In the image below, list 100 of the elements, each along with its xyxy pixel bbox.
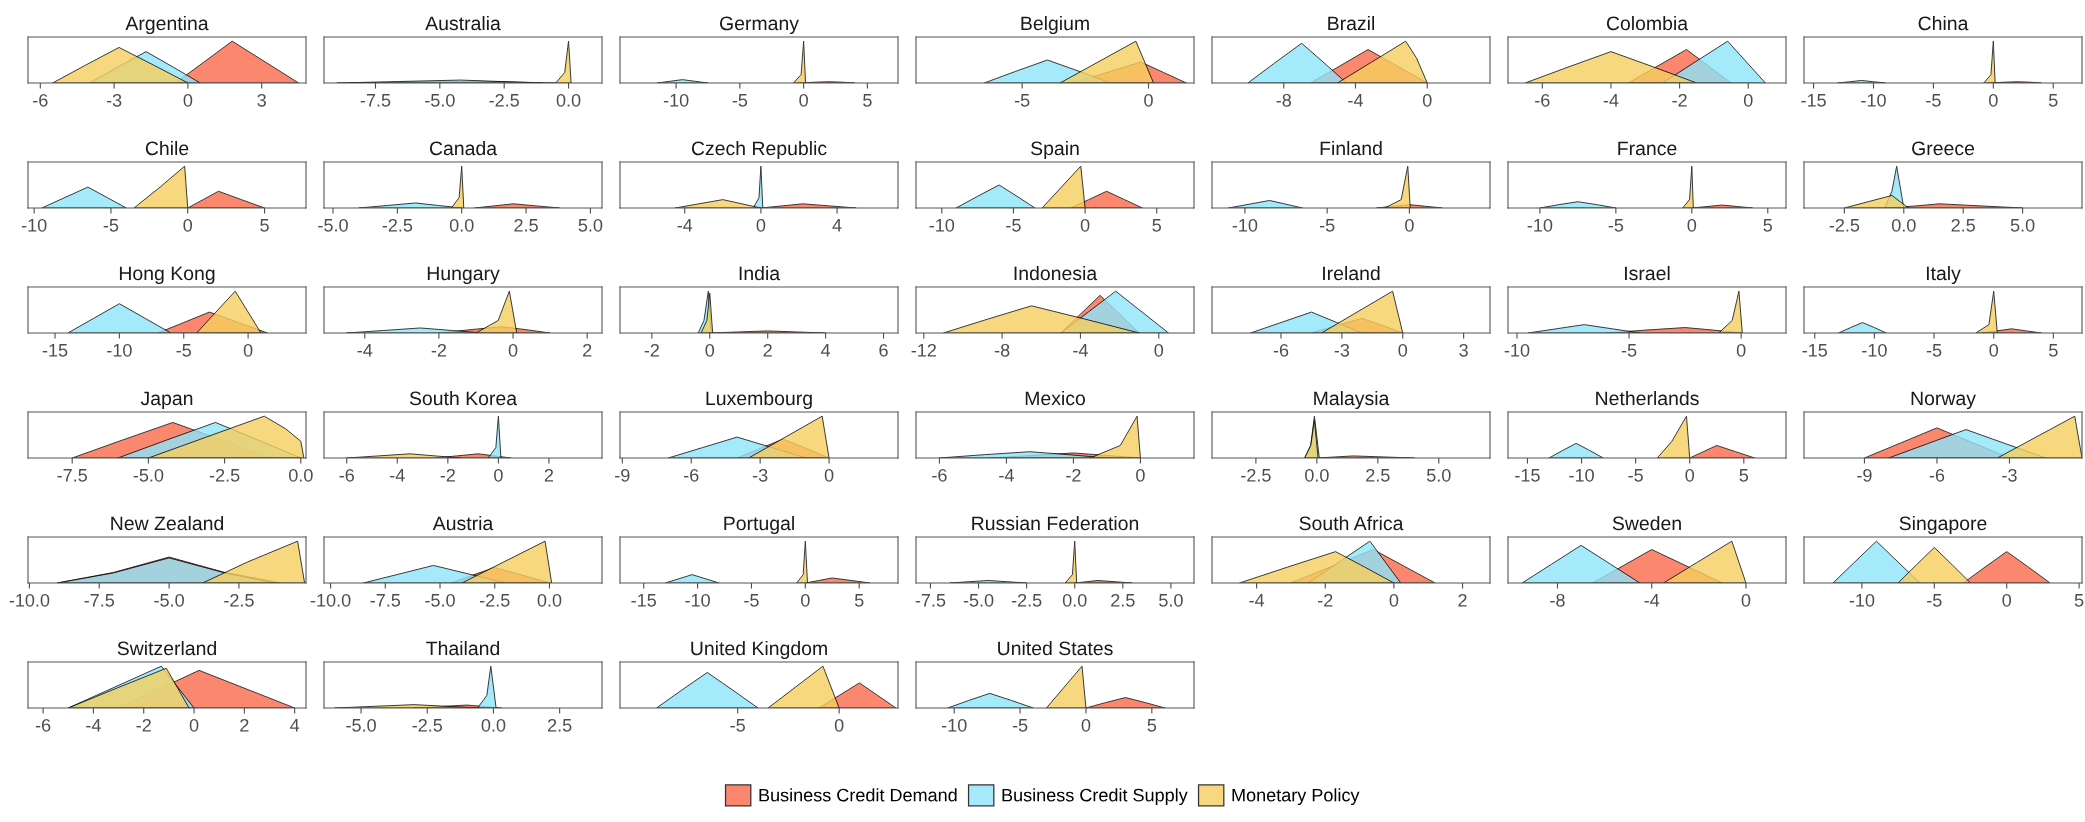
chart-title: Canada bbox=[429, 140, 498, 156]
x-tick-label: -12 bbox=[911, 343, 936, 357]
chart-title: Mexico bbox=[1025, 390, 1085, 406]
x-tick-label: 0.0 bbox=[1305, 468, 1329, 482]
x-tick-label: -4 bbox=[1644, 594, 1660, 607]
chart-title: Portugal bbox=[724, 515, 794, 535]
x-tick-label: 0 bbox=[1398, 343, 1408, 357]
x-tick-label: 5 bbox=[1147, 719, 1157, 732]
x-tick-label: 0 bbox=[1687, 218, 1697, 232]
x-tick-label: -10 bbox=[1232, 218, 1258, 232]
x-tick-label: -4 bbox=[999, 469, 1014, 482]
x-tick-label: -6 bbox=[35, 718, 51, 732]
chart-title: Finland bbox=[1320, 140, 1382, 156]
x-tick-label: -5 bbox=[1319, 219, 1335, 232]
chart-title: Germany bbox=[720, 16, 799, 35]
x-tick-label: -5 bbox=[744, 594, 759, 607]
x-tick-label: 5.0 bbox=[1426, 468, 1451, 482]
x-tick-label: 5.0 bbox=[578, 218, 603, 232]
x-tick-label: -9 bbox=[615, 468, 630, 482]
x-tick-label: -2 bbox=[440, 468, 455, 482]
x-tick-label: 2.5 bbox=[1111, 593, 1135, 607]
x-tick-label: -10 bbox=[1849, 593, 1875, 607]
x-tick-label: -5.0 bbox=[425, 93, 455, 107]
x-tick-label: 5 bbox=[1152, 219, 1162, 232]
x-tick-label: -10 bbox=[1861, 93, 1886, 107]
x-tick-label: 0 bbox=[183, 218, 193, 232]
x-tick-label: -8 bbox=[1550, 593, 1565, 607]
x-tick-label: 5 bbox=[260, 219, 269, 232]
x-tick-label: -5 bbox=[1927, 594, 1942, 607]
x-tick-label: -5 bbox=[1628, 469, 1643, 482]
x-tick-label: -2 bbox=[1318, 593, 1333, 607]
x-tick-label: 0 bbox=[799, 93, 808, 107]
x-tick-label: -5 bbox=[103, 219, 119, 232]
x-tick-label: -7.5 bbox=[360, 94, 391, 107]
chart-title: Brazil bbox=[1328, 15, 1375, 31]
chart-title: Belgium bbox=[1021, 15, 1089, 35]
x-tick-label: 0 bbox=[243, 343, 253, 357]
x-tick-label: -2.5 bbox=[1829, 218, 1860, 232]
chart-title: South Africa bbox=[1299, 515, 1404, 531]
x-tick-label: 5 bbox=[1763, 219, 1773, 232]
x-tick-label: -15 bbox=[42, 344, 68, 357]
x-tick-label: -5 bbox=[1014, 94, 1030, 107]
x-tick-label: -6 bbox=[33, 93, 48, 107]
legend-label: Business Credit Demand bbox=[759, 788, 957, 802]
x-tick-label: -5 bbox=[1621, 344, 1637, 357]
x-tick-label: -5.0 bbox=[318, 218, 348, 232]
x-tick-label: 0 bbox=[1989, 343, 1999, 357]
x-tick-label: -10 bbox=[107, 343, 132, 357]
chart-title: Malaysia bbox=[1314, 390, 1390, 410]
x-tick-label: -5 bbox=[732, 94, 748, 107]
x-tick-label: -6 bbox=[1535, 93, 1550, 107]
x-tick-label: -3 bbox=[2002, 468, 2017, 482]
x-tick-label: 5 bbox=[1739, 469, 1749, 482]
x-tick-label: 5 bbox=[854, 594, 864, 607]
x-tick-label: 5 bbox=[2048, 94, 2058, 107]
x-tick-label: 5.0 bbox=[1159, 593, 1183, 607]
x-tick-label: -3 bbox=[752, 468, 768, 482]
x-tick-label: 0 bbox=[1989, 93, 1998, 107]
x-tick-label: -10 bbox=[1569, 468, 1594, 482]
x-tick-label: 0 bbox=[1743, 93, 1753, 107]
x-tick-label: 0.0 bbox=[288, 468, 313, 482]
chart-title: Argentina bbox=[125, 15, 209, 35]
chart-title: Australia bbox=[425, 15, 501, 31]
x-tick-label: -5 bbox=[1926, 344, 1942, 357]
x-tick-label: -2 bbox=[136, 718, 151, 732]
x-tick-label: -7.5 bbox=[915, 594, 946, 607]
x-tick-label: -2 bbox=[1672, 93, 1687, 107]
x-tick-label: -5 bbox=[1926, 94, 1941, 107]
chart-title: Switzerland bbox=[117, 640, 216, 656]
x-tick-label: 0.0 bbox=[1062, 593, 1087, 607]
x-tick-label: 2.5 bbox=[1951, 218, 1975, 232]
chart-title: Hungary bbox=[427, 266, 500, 285]
x-tick-label: -6 bbox=[684, 468, 699, 482]
chart-title: South Korea bbox=[409, 390, 518, 406]
x-tick-label: 0 bbox=[183, 93, 193, 107]
chart-title: Sweden bbox=[1612, 515, 1681, 531]
x-tick-label: -10 bbox=[685, 593, 710, 607]
x-tick-label: 4 bbox=[290, 719, 300, 732]
x-tick-label: 0 bbox=[1144, 93, 1153, 107]
x-tick-label: 0 bbox=[508, 343, 518, 357]
legend-label: Monetary Policy bbox=[1232, 788, 1360, 806]
x-tick-label: -3 bbox=[1334, 343, 1350, 357]
x-tick-label: -5.0 bbox=[154, 593, 184, 607]
chart-title: Thailand bbox=[426, 640, 500, 656]
x-tick-label: 0 bbox=[1080, 218, 1090, 232]
chart-title: China bbox=[1918, 15, 1969, 31]
chart-title: United Kingdom bbox=[691, 640, 827, 660]
x-tick-label: -2.5 bbox=[1241, 468, 1271, 482]
x-tick-label: -4 bbox=[357, 344, 373, 357]
x-tick-label: -2.5 bbox=[412, 718, 443, 732]
x-tick-label: -6 bbox=[339, 468, 354, 482]
chart-title: Czech Republic bbox=[691, 140, 827, 160]
x-tick-label: 0 bbox=[1741, 593, 1751, 607]
x-tick-label: -15 bbox=[1515, 469, 1540, 482]
chart-title: India bbox=[739, 265, 781, 281]
x-tick-label: -2.5 bbox=[489, 93, 519, 107]
x-tick-label: 0 bbox=[1154, 343, 1164, 357]
x-tick-label: 0 bbox=[1136, 468, 1145, 482]
chart-title: Israel bbox=[1625, 265, 1670, 281]
x-tick-label: -8 bbox=[994, 343, 1010, 357]
